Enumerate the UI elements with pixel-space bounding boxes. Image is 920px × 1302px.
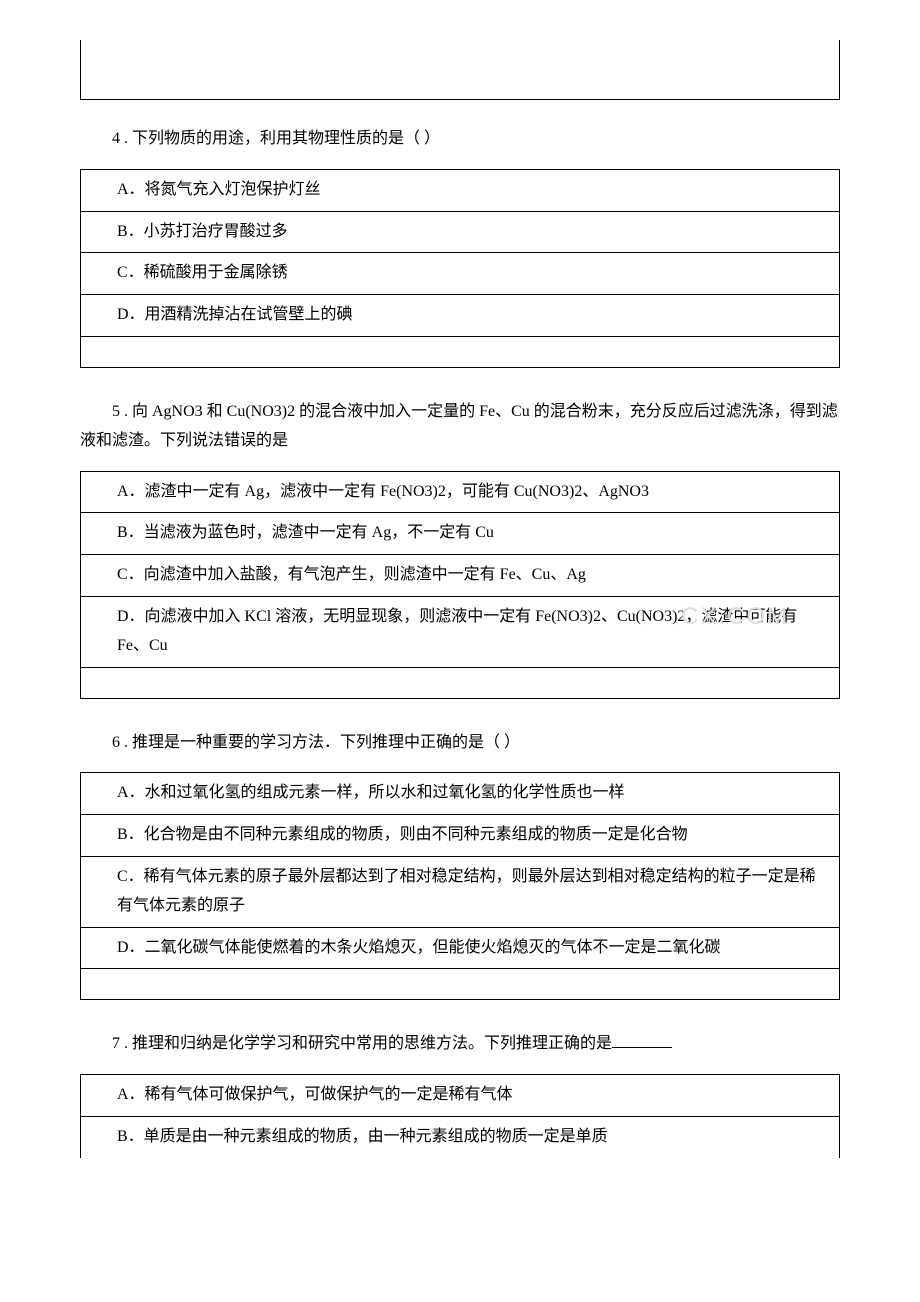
question-4-text: 4 . 下列物质的用途，利用其物理性质的是（ ） (80, 125, 840, 154)
q6-option-d: D．二氧化碳气体能使燃着的木条火焰熄灭，但能使火焰熄灭的气体不一定是二氧化碳 (81, 928, 839, 970)
q5-option-a: A．滤渣中一定有 Ag，滤液中一定有 Fe(NO3)2，可能有 Cu(NO3)2… (81, 472, 839, 514)
q4-empty-row (81, 337, 839, 367)
q4-option-b: B．小苏打治疗胃酸过多 (81, 212, 839, 254)
q7-blank-line (612, 1047, 672, 1048)
question-6-text: 6 . 推理是一种重要的学习方法．下列推理中正确的是（ ） (80, 729, 840, 758)
q6-option-a: A．水和过氧化氢的组成元素一样，所以水和过氧化氢的化学性质也一样 (81, 773, 839, 815)
empty-continuation-box (80, 40, 840, 100)
question-5-text: 5 . 向 AgNO3 和 Cu(NO3)2 的混合液中加入一定量的 Fe、Cu… (80, 398, 840, 456)
q6-empty-row (81, 969, 839, 999)
q5-option-c: C．向滤渣中加入盐酸，有气泡产生，则滤渣中一定有 Fe、Cu、Ag (81, 555, 839, 597)
q7-text-prefix: 7 . 推理和归纳是化学学习和研究中常用的思维方法。下列推理正确的是 (112, 1035, 612, 1052)
q5-option-b: B．当滤液为蓝色时，滤渣中一定有 Ag，不一定有 Cu (81, 513, 839, 555)
q5-option-d-text: D．向滤液中加入 KCl 溶液，无明显现象，则滤液中一定有 Fe(NO3)2、C… (117, 608, 797, 654)
question-5-options: A．滤渣中一定有 Ag，滤液中一定有 Fe(NO3)2，可能有 Cu(NO3)2… (80, 471, 840, 699)
q4-option-d: D．用酒精洗掉沾在试管壁上的碘 (81, 295, 839, 337)
question-6-options: A．水和过氧化氢的组成元素一样，所以水和过氧化氢的化学性质也一样 B．化合物是由… (80, 772, 840, 1000)
q4-option-a: A．将氮气充入灯泡保护灯丝 (81, 170, 839, 212)
q5-option-d: D．向滤液中加入 KCl 溶液，无明显现象，则滤液中一定有 Fe(NO3)2、C… (81, 597, 839, 668)
q6-option-b: B．化合物是由不同种元素组成的物质，则由不同种元素组成的物质一定是化合物 (81, 815, 839, 857)
q4-option-c: C．稀硫酸用于金属除锈 (81, 253, 839, 295)
q7-option-a: A．稀有气体可做保护气，可做保护气的一定是稀有气体 (81, 1075, 839, 1117)
q7-option-b: B．单质是由一种元素组成的物质，由一种元素组成的物质一定是单质 (81, 1117, 839, 1158)
question-7-text: 7 . 推理和归纳是化学学习和研究中常用的思维方法。下列推理正确的是 (80, 1030, 840, 1059)
q6-option-c: C．稀有气体元素的原子最外层都达到了相对稳定结构，则最外层达到相对稳定结构的粒子… (81, 857, 839, 928)
question-4-options: A．将氮气充入灯泡保护灯丝 B．小苏打治疗胃酸过多 C．稀硫酸用于金属除锈 D．… (80, 169, 840, 368)
question-7-options: A．稀有气体可做保护气，可做保护气的一定是稀有气体 B．单质是由一种元素组成的物… (80, 1074, 840, 1158)
q5-empty-row (81, 668, 839, 698)
